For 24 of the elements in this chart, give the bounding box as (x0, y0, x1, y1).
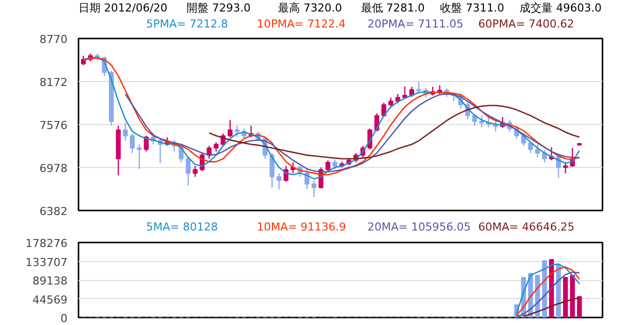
text: 60MA= 46646.25 (478, 220, 574, 234)
text: 成交量 49603.0 (520, 2, 602, 14)
text: 20PMA= 7111.05 (368, 18, 464, 30)
y-tick-label: 44569 (32, 293, 68, 306)
y-tick-label: 0 (60, 312, 68, 325)
text: 日期 2012/06/20 (78, 2, 168, 14)
text: 10MA= 91136.9 (256, 220, 346, 234)
y-tick-label: 89138 (32, 274, 68, 288)
text: 收盤 7311.0 (440, 2, 504, 14)
text: 最高 7320.0 (278, 2, 342, 14)
text: 20MA= 105956.05 (368, 220, 471, 234)
text: 5PMA= 7212.8 (146, 18, 228, 30)
text: 開盤 7293.0 (186, 2, 251, 14)
text: 最低 7281.0 (360, 2, 425, 14)
y-tick-label: 133707 (26, 256, 68, 269)
y-tick-label: 6978 (40, 162, 68, 176)
text: 60PMA= 7400.62 (478, 18, 574, 30)
y-tick-label: 8770 (40, 33, 68, 46)
text: 10PMA= 7122.4 (256, 18, 346, 30)
y-tick-label: 6382 (40, 205, 68, 218)
y-tick-label: 8172 (40, 76, 68, 90)
y-tick-label: 7576 (40, 119, 68, 132)
y-tick-label: 178276 (26, 237, 68, 250)
text: 5MA= 80128 (146, 220, 218, 234)
